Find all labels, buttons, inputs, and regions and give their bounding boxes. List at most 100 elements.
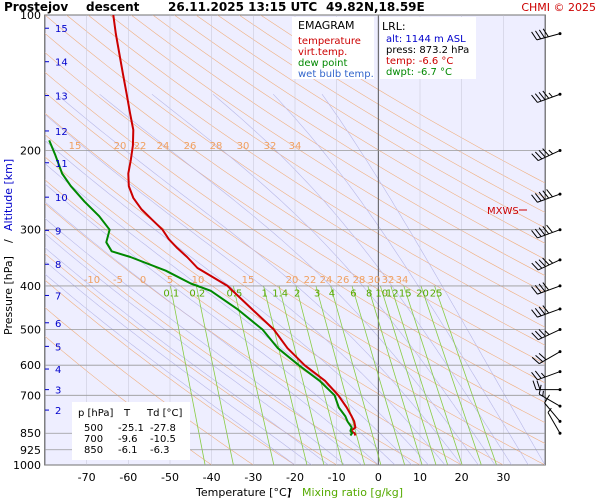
dry-adiabat-label: 30 [368,275,381,286]
wind-barb-flag [542,305,550,314]
wind-barb-flag [538,384,542,395]
moist-adiabat-line [45,260,312,465]
lrl-press: press: 873.2 hPa [386,45,469,56]
mixing-ratio-label: 0.5 [226,288,242,299]
wind-barb-flag [531,332,539,341]
altitude-tick-label: 13 [55,92,68,103]
wind-barb [531,224,562,239]
altitude-tick-label: 5 [55,342,61,353]
dry-adiabat-label: 20 [114,141,127,152]
wind-barb-flag [542,190,550,199]
moist-adiabat-line [45,183,396,465]
dry-adiabat-label: 24 [157,141,170,152]
dry-adiabat-label: 28 [210,141,223,152]
mixing-ratio-label: 6 [350,288,356,299]
wind-barb-flag [531,286,538,295]
moist-adiabat-line [99,93,479,465]
table-cell: -27.8 [150,423,176,434]
wind-barb-station [558,32,562,36]
pressure-tick-label: 700 [20,389,41,402]
wind-barb-shaft [547,412,561,434]
dry-adiabat-label: 28 [353,275,366,286]
mixing-ratio-line [390,285,449,465]
wind-barb-flag [531,372,538,381]
header-coords: 49.82N,18.59E [326,0,425,14]
dry-adiabat-line [45,52,545,384]
header-mode: descent [86,0,140,14]
dry-adiabat-line [174,15,545,244]
pressure-tick-label: 300 [20,224,41,237]
altitude-tick-label: 6 [55,319,61,330]
wind-barb-flag [531,230,538,239]
wind-barb-half-flag [548,92,553,98]
wind-barb-station [558,307,562,311]
dry-adiabat-label: 20 [286,275,299,286]
table-cell: -9.6 [118,434,138,445]
wind-barb-flag [538,191,546,200]
wind-barb [538,384,562,408]
mxws-label: MXWS [487,206,519,217]
temperature-tick-label: -10 [328,471,346,484]
pressure-tick-label: 400 [20,280,41,293]
wind-barb-half-flag [541,372,546,378]
temperature-tick-label: 10 [413,471,427,484]
series-line-temperature [112,15,357,436]
moist-adiabat-line [45,218,362,465]
wind-barb [531,90,562,103]
wind-barb-station [558,92,562,96]
dry-adiabat-line [238,15,545,198]
wind-barb-flag [531,309,538,318]
mixing-ratio-label: 12 [386,288,399,299]
summary-table: p [hPa] T Td [°C] 500 -25.1 -27.8 700 -9… [72,402,190,460]
wind-barb-flag [531,194,538,203]
table-cell: 850 [84,445,103,456]
mixing-ratio-lines [170,285,497,465]
mixing-ratio-label: 1 [262,288,268,299]
wind-barb-station [558,419,562,423]
mixing-ratio-label: 0.1 [163,288,179,299]
dry-adiabat-label: 10 [192,275,205,286]
wind-barb-shaft [544,402,561,422]
wind-barb-flag [531,357,540,365]
wind-barb-flag [534,228,542,237]
dry-adiabat-label: -10 [84,275,100,286]
pressure-tick-label: 925 [20,444,41,457]
moist-adiabat-line [45,247,329,465]
legend: EMAGRAM temperature virt.temp. dew point… [292,17,374,80]
altitude-tick-label: 9 [55,226,61,237]
legend-item-virt-temp: virt.temp. [298,47,347,58]
wind-barb-station [558,404,562,408]
table-header-td: Td [°C] [146,408,183,419]
wind-barb-flag [538,91,546,101]
wind-barb-flag [532,380,537,390]
wind-barb-station [558,284,562,288]
y-axis-altitude-title: Altitude [km] [2,159,15,231]
wind-barb-flag [534,151,543,160]
altitude-tick-label: 2 [55,406,61,417]
mixing-ratio-label: 0.2 [189,288,205,299]
wind-barb-station [558,350,562,354]
sounding-series [48,15,357,437]
altitude-tick-label: 3 [55,386,61,397]
wind-barb-flag [534,93,542,102]
wind-barb-station [558,258,562,262]
dry-adiabat-label: 32 [264,141,277,152]
wind-barb [531,257,562,271]
header-station: Prostejov [4,0,68,14]
wind-barb [531,305,562,318]
lrl-title: LRL: [382,20,406,33]
mixing-ratio-line [330,285,382,465]
pressure-tick-label: 100 [20,9,41,22]
mixing-ratio-line [403,285,463,465]
altitude-tick-label: 8 [55,260,61,271]
wind-barb-flag [535,30,542,40]
mixing-ratio-line [263,285,308,465]
wind-barb-station [558,388,562,392]
wind-barb [531,189,562,203]
mixing-ratio-line [195,285,234,465]
dry-adiabat-line [45,33,545,365]
wind-barb-flag [534,261,543,269]
mixing-ratio-label: 20 [416,288,429,299]
lrl-box: LRL: alt: 1144 m ASL press: 873.2 hPa te… [380,17,476,79]
